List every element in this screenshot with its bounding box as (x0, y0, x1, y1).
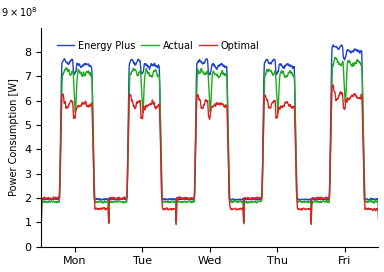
Actual (114, 199, 119, 202)
Line: Optimal: Optimal (41, 85, 379, 223)
Optimal (336, 94, 341, 98)
Actual (263, 74, 267, 78)
Optimal (331, 83, 335, 86)
Legend: Energy Plus, Actual, Optimal: Energy Plus, Actual, Optimal (53, 37, 263, 55)
Energy Plus (114, 198, 119, 201)
Actual (174, 223, 179, 226)
Energy Plus (336, 48, 341, 51)
Energy Plus (331, 43, 335, 47)
Actual (152, 69, 156, 72)
Text: $9\times10^8$: $9\times10^8$ (1, 5, 37, 19)
Optimal (39, 220, 43, 224)
Actual (376, 211, 381, 214)
Optimal (106, 221, 111, 224)
Energy Plus (106, 197, 110, 200)
Optimal (114, 197, 119, 200)
Energy Plus (152, 63, 156, 66)
Y-axis label: Power Consumption [W]: Power Consumption [W] (9, 78, 19, 196)
Energy Plus (39, 221, 43, 224)
Optimal (152, 101, 157, 104)
Energy Plus (306, 198, 311, 201)
Actual (106, 200, 110, 203)
Actual (306, 200, 311, 203)
Optimal (106, 207, 110, 210)
Optimal (263, 94, 267, 97)
Actual (39, 223, 43, 226)
Line: Actual: Actual (41, 57, 379, 225)
Line: Energy Plus: Energy Plus (41, 45, 379, 223)
Optimal (306, 208, 311, 211)
Energy Plus (263, 61, 267, 64)
Actual (336, 63, 341, 66)
Energy Plus (376, 210, 381, 213)
Actual (333, 56, 338, 59)
Energy Plus (242, 221, 246, 225)
Optimal (376, 217, 381, 221)
